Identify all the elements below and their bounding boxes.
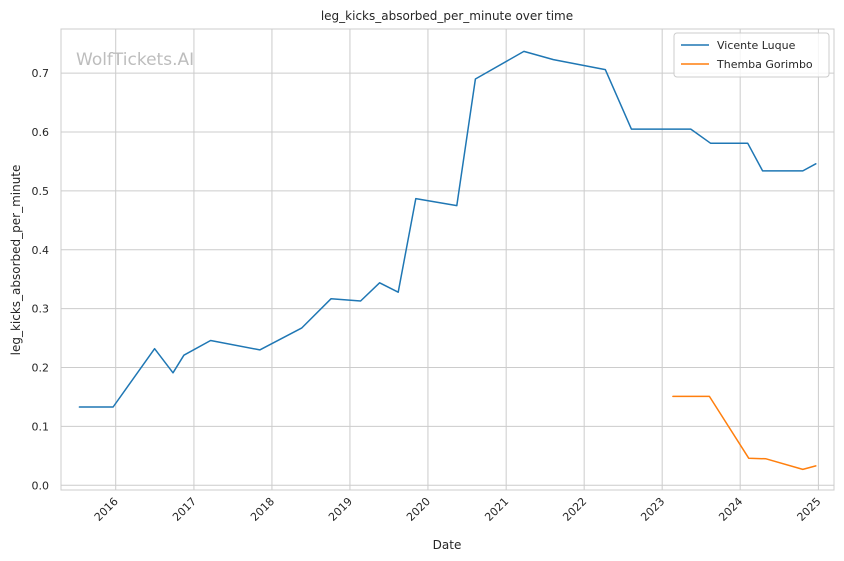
series-lines: [78, 50, 817, 471]
grid: [61, 29, 834, 490]
y-axis-title: leg_kicks_absorbed_per_minute: [9, 165, 23, 356]
x-axis-title: Date: [433, 538, 462, 552]
y-tick-label: 0.6: [32, 126, 50, 139]
chart-title: leg_kicks_absorbed_per_minute over time: [321, 9, 573, 23]
y-tick-labels: 0.0 0.1 0.2 0.3 0.4 0.5 0.6 0.7: [32, 67, 50, 492]
series-line-themba-gorimbo: [672, 395, 817, 471]
legend-label-vicente-luque: Vicente Luque: [717, 39, 796, 52]
watermark: WolfTickets.AI: [76, 50, 194, 70]
y-tick-label: 0.0: [32, 479, 50, 492]
plot-area-frame: [60, 28, 835, 491]
y-tick-label: 0.7: [32, 67, 50, 80]
legend: Vicente Luque Themba Gorimbo: [673, 32, 830, 78]
legend-label-themba-gorimbo: Themba Gorimbo: [716, 58, 813, 71]
y-tick-label: 0.5: [32, 185, 50, 198]
y-tick-label: 0.4: [32, 244, 50, 257]
y-tick-label: 0.1: [32, 420, 50, 433]
legend-box: [673, 32, 830, 78]
y-tick-label: 0.2: [32, 362, 50, 375]
y-tick-label: 0.3: [32, 303, 50, 316]
